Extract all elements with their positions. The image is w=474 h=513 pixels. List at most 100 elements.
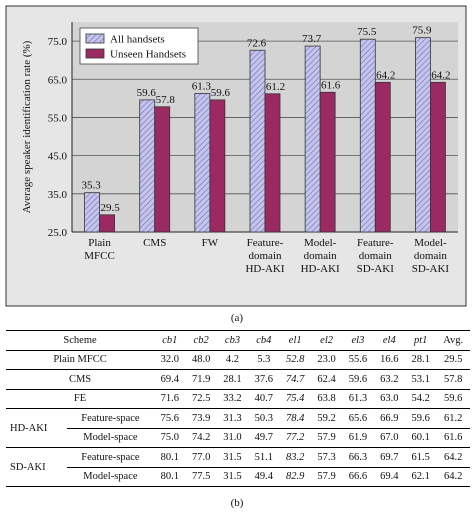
table-cell: 54.2 [404, 389, 437, 409]
data-label: 35.3 [81, 180, 101, 192]
table-cell: 40.7 [248, 389, 280, 409]
table-cell: 71.9 [185, 369, 217, 390]
bar [319, 91, 336, 233]
table-cell: 82.9 [279, 467, 311, 487]
y-tick-label: 35.0 [48, 189, 68, 201]
table-row: SD-AKI Feature-space 80.1 77.0 31.5 51.1 83.2 5… [6, 447, 470, 487]
x-tick-label: HD-AKI [245, 263, 284, 275]
x-tick-label: CMS [143, 237, 166, 249]
data-label: 59.6 [211, 87, 231, 99]
bar-chart: 25.0 35.0 45.0 55.0 65.0 75.0 Average speaker … [5, 5, 467, 307]
table-cell: 65.6 [342, 408, 374, 429]
data-label: 61.6 [321, 79, 341, 91]
table-cell: 78.4 [279, 408, 311, 429]
table-cell: 31.5 [216, 447, 249, 468]
table-cell: 75.6 [154, 408, 186, 429]
x-tick-label: HD-AKI [301, 263, 340, 275]
table-cell: 50.3 [248, 408, 280, 429]
col-header: pt1 [404, 330, 437, 351]
table-row: CMS 69.4 71.9 28.1 37.6 74.7 62.4 59.6 63.2 53.1 5… [6, 369, 470, 390]
x-tick-label: Model- [414, 237, 447, 249]
row-label: CMS [6, 369, 155, 390]
row-group-label: HD-AKI [6, 408, 67, 448]
table-cell: 83.2 [279, 447, 311, 468]
table-cell: 61.3 [342, 389, 374, 409]
bar [249, 49, 266, 233]
scheme-header: Scheme [6, 330, 155, 351]
table-cell: 28.1 [216, 369, 249, 390]
data-label: 75.5 [357, 26, 377, 38]
data-label: 61.2 [266, 81, 285, 93]
y-axis-label: Average speaker identification rate (%) [21, 40, 33, 213]
table-cell: 33.2 [216, 389, 249, 409]
table-cell: 55.6 [342, 350, 374, 370]
table-cell: 80.1 [154, 447, 186, 468]
data-label: 59.6 [137, 87, 157, 99]
table-cell: 59.6 [436, 389, 470, 409]
row-label: Feature-space [66, 447, 155, 468]
table-row: HD-AKI Feature-space 75.6 73.9 31.3 50.3 78.4 5… [6, 408, 470, 448]
row-label: Plain MFCC [6, 350, 155, 370]
table-cell: 63.2 [373, 369, 405, 390]
col-header: el4 [373, 330, 405, 351]
y-tick-label: 55.0 [48, 112, 68, 124]
table-cell: 48.0 [185, 350, 217, 370]
data-label: 75.9 [412, 25, 432, 37]
col-header: Avg. [436, 330, 470, 351]
col-header: el2 [310, 330, 343, 351]
table-cell: 37.6 [248, 369, 280, 390]
table-header-row: Scheme cb1 cb2 cb3 cb4 el1 el2 el3 el4 p… [6, 330, 470, 351]
col-header: el1 [279, 330, 311, 351]
bar [99, 214, 115, 233]
figure-label-a: (a) [230, 312, 244, 324]
table-cell: 57.9 [310, 428, 343, 448]
table-cell: 66.3 [342, 447, 374, 468]
table-cell: 62.1 [404, 467, 437, 487]
table-cell: 28.1 [404, 350, 437, 370]
table-cell: 31.5 [216, 467, 249, 487]
table-cell: 57.9 [310, 467, 343, 487]
data-label: 57.8 [156, 94, 176, 106]
x-tick-label: Feature- [247, 237, 284, 249]
figure-label-b: (b) [230, 497, 244, 509]
table-cell: 29.5 [436, 350, 470, 370]
table-cell: 4.2 [216, 350, 249, 370]
x-tick-label: domain [414, 250, 447, 262]
bar [359, 38, 376, 233]
table-cell: 61.2 [436, 408, 470, 429]
bar [415, 37, 431, 233]
col-header: cb4 [248, 330, 280, 351]
table-cell: 73.9 [185, 408, 217, 429]
x-tick-label: Model- [304, 237, 337, 249]
table-cell: 71.6 [154, 389, 186, 409]
table-cell: 63.0 [373, 389, 405, 409]
table-cell: 69.4 [154, 369, 186, 390]
table-row: Plain MFCC 32.0 48.0 4.2 5.3 52.8 23.0 55.6 16.6… [6, 350, 470, 370]
x-tick-label: SD-AKI [412, 263, 450, 275]
table-cell: 69.4 [373, 467, 405, 487]
col-header: cb1 [154, 330, 186, 351]
table-cell: 53.1 [404, 369, 437, 390]
col-header: cb3 [216, 330, 249, 351]
x-tick-label: MFCC [84, 250, 115, 262]
table-cell: 63.8 [310, 389, 343, 409]
row-label: Model-space [66, 428, 155, 448]
data-label: 73.7 [302, 33, 322, 45]
x-tick-label: FW [202, 237, 219, 249]
bar [264, 93, 281, 233]
table-cell: 77.2 [279, 428, 311, 448]
table-cell: 77.0 [185, 447, 217, 468]
table-cell: 59.6 [404, 408, 437, 429]
table-cell: 59.6 [342, 369, 374, 390]
table-cell: 16.6 [373, 350, 405, 370]
table-cell: 59.2 [310, 408, 343, 429]
table-cell: 75.4 [279, 389, 311, 409]
table-cell: 74.2 [185, 428, 217, 448]
data-label: 29.5 [100, 202, 120, 214]
x-tick-label: domain [249, 250, 282, 262]
table-cell: 49.4 [248, 467, 280, 487]
y-tick-label: 75.0 [48, 36, 68, 48]
legend-swatch [85, 33, 105, 44]
table-cell: 57.8 [436, 369, 470, 390]
legend-label: All handsets [110, 34, 165, 46]
